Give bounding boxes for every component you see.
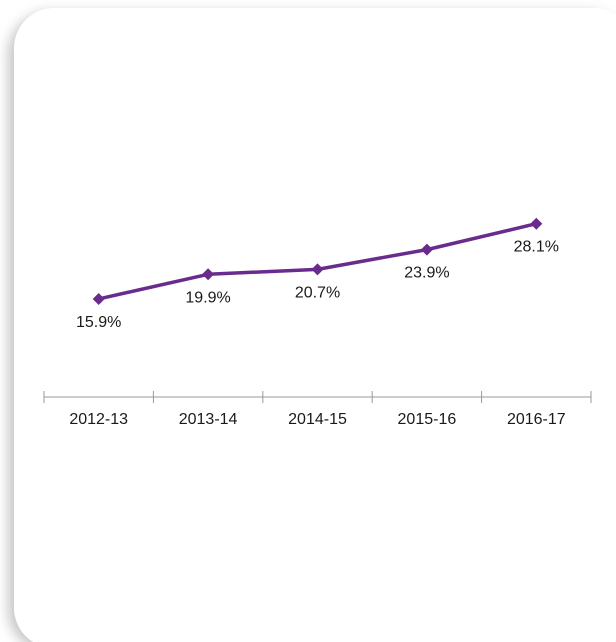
- data-point-marker: [202, 268, 215, 281]
- data-point-marker: [420, 243, 433, 256]
- x-tick-label: 2015-16: [398, 411, 457, 428]
- data-point-marker: [530, 217, 543, 230]
- chart-card: [14, 8, 616, 642]
- data-label: 23.9%: [404, 265, 449, 282]
- x-axis-ticks: [43, 391, 592, 403]
- x-tick-label: 2016-17: [507, 411, 566, 428]
- x-tick-label: 2014-15: [288, 411, 347, 428]
- data-point-marker: [311, 263, 324, 276]
- data-label: 20.7%: [295, 284, 340, 301]
- data-label: 15.9%: [76, 314, 121, 331]
- series-layer: 15.9% 19.9% 20.7% 23.9% 28.1%: [76, 217, 559, 331]
- x-tick-label: 2012-13: [69, 411, 128, 428]
- data-point-marker: [92, 292, 105, 305]
- data-label: 19.9%: [185, 289, 230, 306]
- x-axis: 2012-13 2013-14 2014-15 2015-16 2016-17: [43, 391, 592, 428]
- x-tick-label: 2013-14: [179, 411, 238, 428]
- x-axis-tick-labels: 2012-13 2013-14 2014-15 2015-16 2016-17: [69, 411, 565, 428]
- data-label: 28.1%: [514, 239, 559, 256]
